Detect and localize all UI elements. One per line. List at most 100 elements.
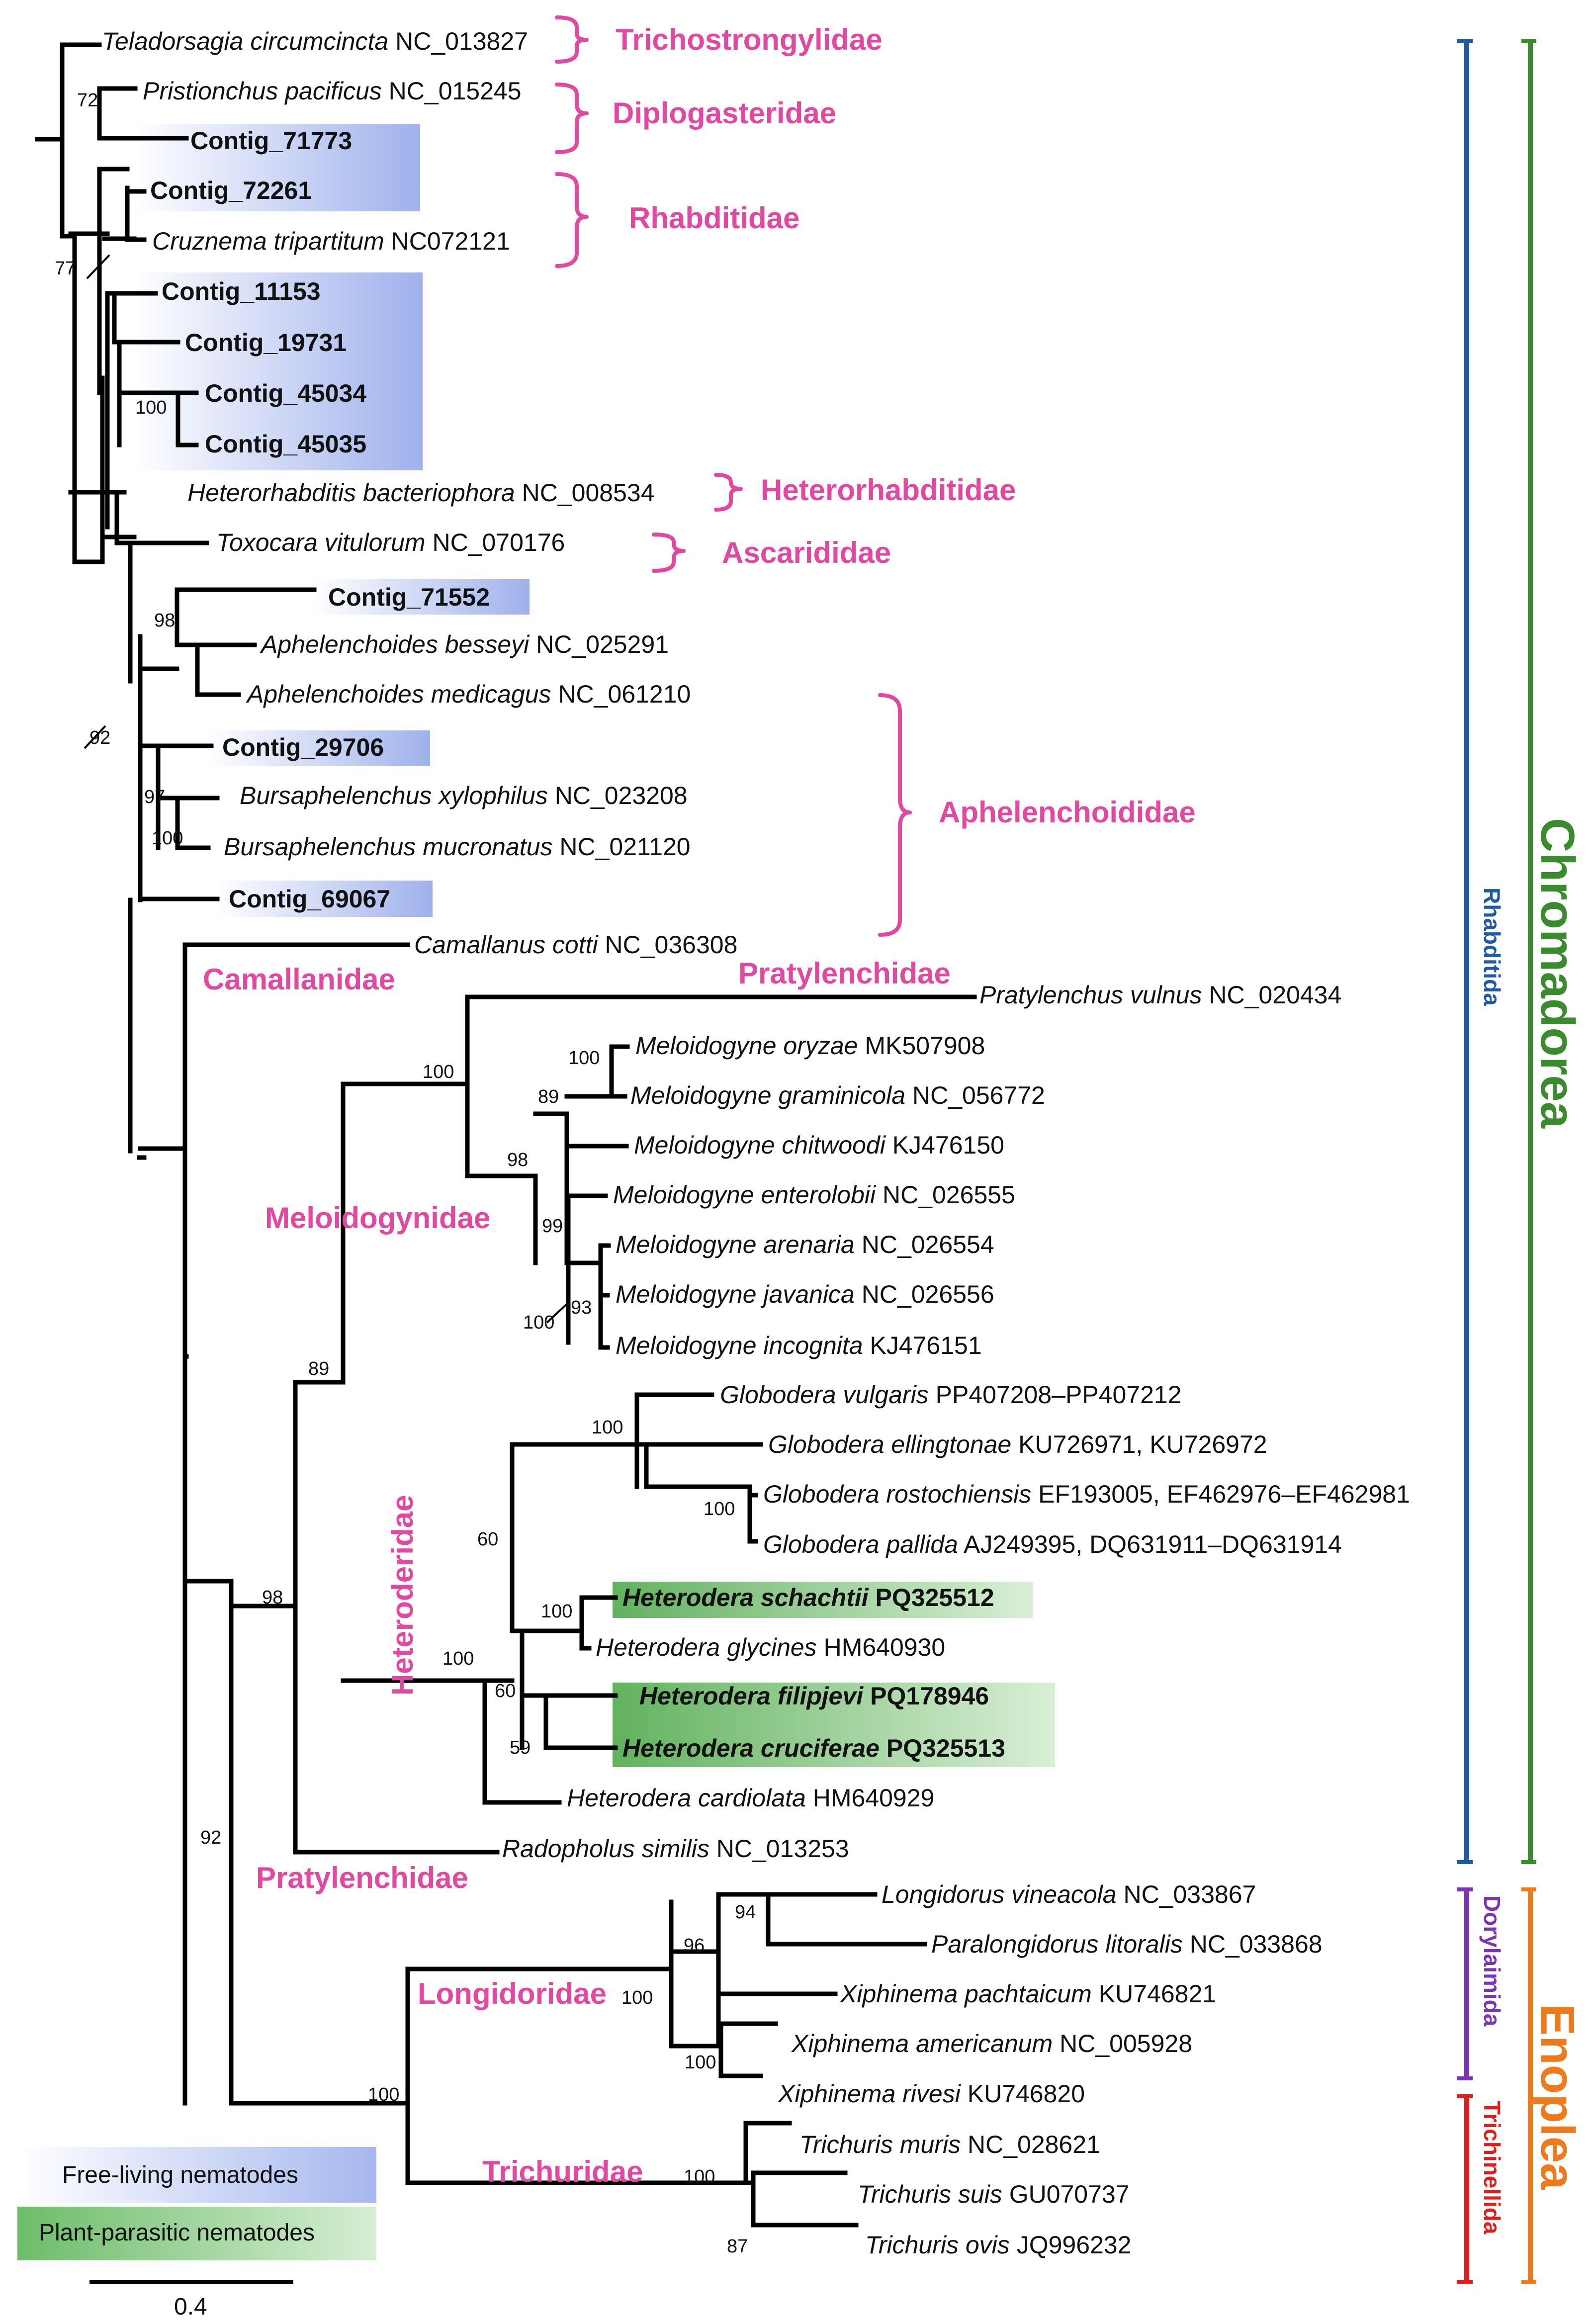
family-label-trichuridae: Trichuridae	[482, 2155, 643, 2188]
support-value: 97	[144, 787, 165, 807]
tip-labels: Teladorsagia circumcincta NC_013827 Pris…	[102, 27, 1410, 2259]
support-value: 100	[684, 2166, 715, 2187]
tip-label: Bursaphelenchus mucronatus NC_021120	[224, 833, 691, 861]
tip-label: Meloidogyne oryzae MK507908	[635, 1032, 985, 1060]
support-value: 98	[154, 610, 175, 631]
tip-label: Meloidogyne chitwoodi KJ476150	[634, 1131, 1004, 1159]
free-living-highlights	[134, 124, 530, 917]
support-value: 100	[592, 1417, 623, 1438]
family-label-camallanidae: Camallanidae	[203, 963, 395, 996]
tip-label: Teladorsagia circumcincta NC_013827	[102, 27, 528, 55]
brace-diplogasteridae	[555, 83, 589, 154]
family-label-rhabditidae: Rhabditidae	[629, 201, 799, 235]
class-label-chromadorea: Chromadorea	[1531, 818, 1584, 1129]
tip-label: Globodera pallida AJ249395, DQ631911–DQ6…	[763, 1530, 1342, 1558]
support-value: 60	[495, 1681, 516, 1701]
tip-label: Toxocara vitulorum NC_070176	[216, 529, 565, 556]
tip-label: Meloidogyne incognita KJ476151	[616, 1332, 982, 1359]
plant-parasitic-highlights	[613, 1582, 1055, 1767]
tip-label: Meloidogyne javanica NC_026556	[616, 1280, 994, 1308]
brace-rhabditidae	[555, 172, 589, 268]
support-value: 94	[735, 1902, 756, 1923]
tip-label: Aphelenchoides besseyi NC_025291	[260, 630, 669, 658]
tree-branches	[35, 42, 977, 2228]
support-value: 100	[152, 828, 183, 849]
support-value: 100	[621, 1987, 653, 2008]
legend-swatch-free-living	[17, 2147, 376, 2203]
support-value: 87	[727, 2236, 748, 2257]
tip-label: Heterodera cardiolata HM640929	[567, 1784, 934, 1812]
order-label-dorylaimida: Dorylaimida	[1479, 1895, 1505, 2027]
tip-label: Camallanus cotti NC_036308	[414, 931, 737, 959]
tip-label-contig: Contig_69067	[229, 885, 390, 913]
tip-label: Paralongidorus litoralis NC_033868	[931, 1930, 1323, 1958]
family-label-longidoridae: Longidoridae	[418, 1977, 607, 2010]
support-value: 59	[510, 1737, 531, 1758]
tip-label: Globodera rostochiensis EF193005, EF4629…	[763, 1480, 1410, 1508]
support-value: 98	[507, 1150, 528, 1170]
tip-label: Meloidogyne enterolobii NC_026555	[613, 1181, 1015, 1209]
highlight-heterodera-filipjevi-cruciferae	[613, 1683, 1055, 1767]
family-label-aphelenchoididae: Aphelenchoididae	[939, 796, 1196, 829]
tip-label-contig: Contig_45034	[205, 379, 366, 407]
family-label-pratylenchidae: Pratylenchidae	[738, 957, 951, 990]
family-label-diplogasteridae: Diplogasteridae	[613, 96, 836, 130]
taxonomy-labels: Rhabditida Dorylaimida Trichinellida Chr…	[1479, 818, 1584, 2235]
scale-bar-label: 0.4	[174, 2294, 207, 2320]
tip-label: Aphelenchoides medicagus NC_061210	[246, 680, 691, 708]
support-value: 77	[55, 258, 76, 279]
tip-label: Xiphinema americanum NC_005928	[791, 2030, 1192, 2057]
highlight-contig-11153-45035	[134, 272, 423, 470]
brace-trichostrongylidae	[555, 15, 589, 64]
family-label-ascarididae: Ascarididae	[722, 536, 891, 569]
support-value: 100	[135, 397, 167, 418]
family-label-heterorhabditidae: Heterorhabditidae	[761, 473, 1016, 507]
legend-label-plant-parasitic: Plant-parasitic nematodes	[39, 2220, 315, 2246]
tip-label: Trichuris muris NC_028621	[799, 2131, 1100, 2158]
highlight-contig-71552	[313, 579, 530, 615]
brace-ascarididae	[652, 533, 686, 573]
tip-label-contig: Contig_71773	[190, 127, 352, 155]
support-value: 100	[368, 2084, 399, 2105]
tip-label: Xiphinema rivesi KU746820	[778, 2080, 1085, 2108]
taxonomy-bars	[1457, 39, 1536, 2284]
family-label-trichostrongylidae: Trichostrongylidae	[616, 23, 883, 56]
tip-label-contig: Contig_72261	[150, 177, 312, 204]
support-value: 100	[568, 1048, 600, 1069]
tip-label: Heterodera glycines HM640930	[596, 1633, 945, 1661]
support-value: 93	[571, 1297, 592, 1318]
brace-aphelenchoididae	[878, 693, 912, 937]
support-value: 99	[542, 1216, 563, 1237]
family-labels: Trichostrongylidae Diplogasteridae Rhabd…	[203, 23, 1196, 2188]
tip-label: Globodera ellingtonae KU726971, KU726972	[768, 1430, 1267, 1458]
tip-label: Radopholus similis NC_013253	[502, 1835, 849, 1863]
family-label-meloidogynidae: Meloidogynidae	[265, 1201, 490, 1235]
scale-bar: 0.4	[89, 2280, 293, 2320]
brace-heterorhabditidae	[714, 473, 743, 512]
tip-label: Pristionchus pacificus NC_015245	[143, 77, 522, 105]
class-label-enoplea: Enoplea	[1531, 2004, 1584, 2190]
tip-label: Longidorus vineacola NC_033867	[882, 1880, 1256, 1908]
support-value: 92	[200, 1827, 221, 1848]
support-value: 100	[523, 1312, 554, 1333]
tip-label: Meloidogyne graminicola NC_056772	[630, 1081, 1045, 1109]
tip-label-new-sequence: Heterodera filipjevi PQ178946	[639, 1682, 989, 1710]
support-value: 100	[423, 1062, 454, 1082]
tip-label-contig: Contig_45035	[205, 430, 366, 458]
support-value: 100	[442, 1648, 474, 1669]
support-value: 98	[262, 1587, 283, 1608]
highlight-heterodera-schachtii	[613, 1582, 1033, 1618]
tip-label-contig: Contig_29706	[222, 733, 384, 761]
support-value: 72	[77, 90, 98, 111]
legend-label-free-living: Free-living nematodes	[62, 2162, 298, 2188]
tip-label-new-sequence: Heterodera cruciferae PQ325513	[622, 1734, 1005, 1762]
order-label-trichinellida: Trichinellida	[1479, 2101, 1505, 2235]
family-label-heteroderidae: Heteroderidae	[386, 1495, 419, 1696]
family-braces	[555, 15, 912, 937]
legend-swatch-plant-parasitic	[17, 2207, 376, 2260]
support-value: 100	[685, 2052, 716, 2073]
family-label-pratylenchidae-2: Pratylenchidae	[256, 1861, 468, 1894]
support-value: 100	[541, 1601, 572, 1622]
tip-label-contig: Contig_11153	[162, 277, 321, 305]
